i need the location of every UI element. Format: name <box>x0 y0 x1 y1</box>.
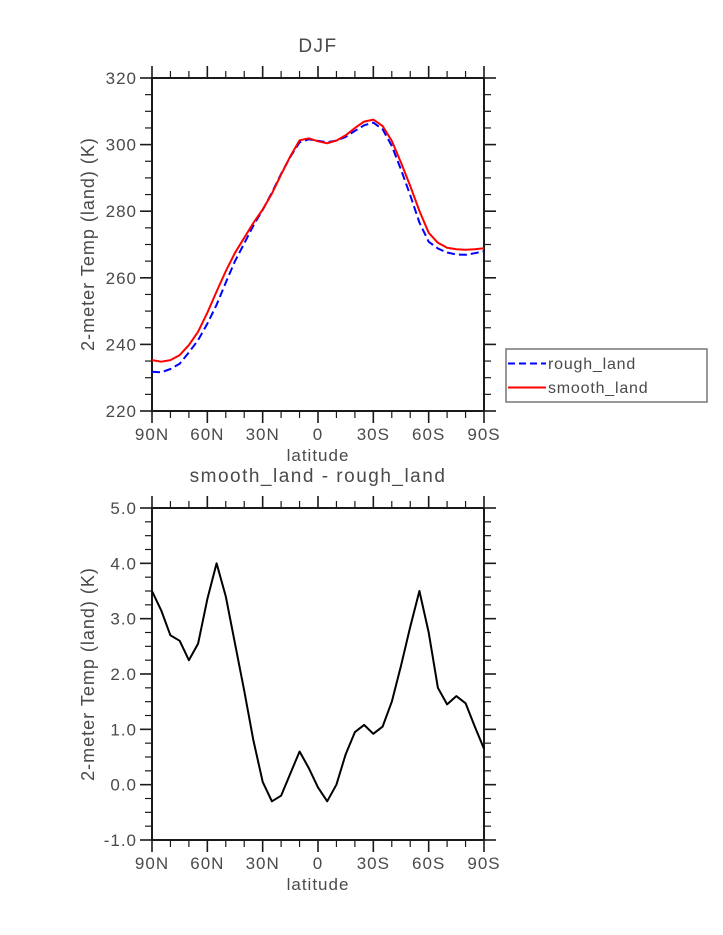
top-panel-title: DJF <box>298 36 338 57</box>
x-tick-label: 60S <box>412 425 445 444</box>
y-tick-label: 260 <box>106 269 137 288</box>
top-panel-y-axis-label: 2-meter Temp (land) (K) <box>78 137 98 351</box>
series-line-rough_land <box>151 121 485 374</box>
x-tick-label: 30N <box>246 425 280 444</box>
x-tick-label: 30N <box>246 854 280 873</box>
series-line-smooth_land <box>151 118 485 363</box>
y-tick-label: 5.0 <box>110 499 137 518</box>
x-tick-label: 30S <box>357 425 390 444</box>
bottom-panel-title: smooth_land - rough_land <box>189 466 447 487</box>
x-tick-label: 60S <box>412 854 445 873</box>
panel-bottom: 5.0 4.0 3.0 2.0 1.0 0.0 -1.0 90N 60N 30N 0 30S 60S 90… <box>104 496 500 873</box>
x-tick-label: 60N <box>190 854 224 873</box>
legend-label-rough_land: rough_land <box>548 356 636 373</box>
panel-top: 320 300 280 260 240 220 90N 60N 30N 0 30S 60S 90S <box>106 66 500 444</box>
axis-frame <box>151 77 485 412</box>
bottom-panel-y-axis-label: 2-meter Temp (land) (K) <box>78 567 98 781</box>
y-tick-label: 240 <box>106 335 137 354</box>
y-tick-label: 300 <box>106 136 137 155</box>
x-tick-label: 0 <box>313 425 323 444</box>
y-tick-label: 220 <box>106 402 137 421</box>
y-tick-label: 3.0 <box>110 610 137 629</box>
legend: rough_land smooth_land <box>505 348 708 403</box>
bottom-panel-x-axis-label: latitude <box>286 875 350 894</box>
x-tick-label: 0 <box>313 854 323 873</box>
y-tick-label: 320 <box>106 69 137 88</box>
x-tick-label: 90N <box>135 425 169 444</box>
x-tick-label: 90N <box>135 854 169 873</box>
y-tick-label: 1.0 <box>110 720 137 739</box>
y-tick-label: 2.0 <box>110 665 137 684</box>
y-tick-label: 280 <box>106 202 137 221</box>
x-tick-label: 90S <box>467 425 500 444</box>
y-tick-label: -1.0 <box>104 831 137 850</box>
y-tick-label: 0.0 <box>110 776 137 795</box>
x-tick-label: 90S <box>467 854 500 873</box>
y-tick-label: 4.0 <box>110 554 137 573</box>
x-tick-label: 30S <box>357 854 390 873</box>
top-panel-x-axis-label: latitude <box>286 446 350 465</box>
series-line-difference <box>151 562 485 803</box>
x-tick-label: 60N <box>190 425 224 444</box>
axis-frame <box>151 507 485 841</box>
legend-label-smooth_land: smooth_land <box>548 380 648 397</box>
legend-box <box>505 348 708 403</box>
